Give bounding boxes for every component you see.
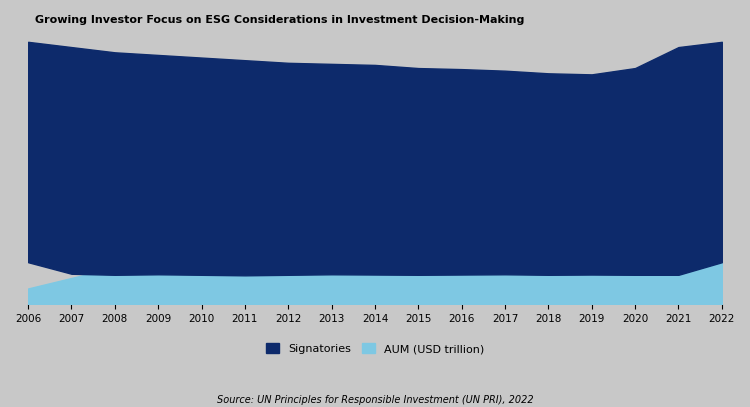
Text: Growing Investor Focus on ESG Considerations in Investment Decision-Making: Growing Investor Focus on ESG Considerat… [35,15,524,25]
Text: Source: UN Principles for Responsible Investment (UN PRI), 2022: Source: UN Principles for Responsible In… [217,395,533,405]
Legend: Signatories, AUM (USD trillion): Signatories, AUM (USD trillion) [261,339,489,359]
